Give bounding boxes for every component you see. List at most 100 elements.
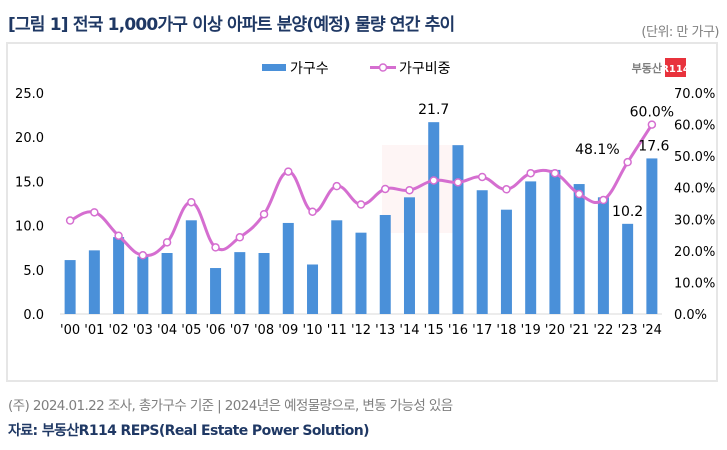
logo-badge-text: R114 <box>661 64 690 75</box>
right-tick-label: 60.0% <box>674 119 715 134</box>
bar <box>355 232 367 314</box>
share-marker <box>550 168 560 178</box>
left-tick-label: 10.0 <box>15 220 44 235</box>
logo: 부동산 R114 <box>632 58 690 77</box>
bar <box>210 268 222 314</box>
bar <box>161 253 173 314</box>
right-tick-label: 10.0% <box>674 276 715 291</box>
right-tick-label: 30.0% <box>674 213 715 228</box>
logo-text: 부동산 <box>632 61 662 75</box>
legend: 가구수 가구비중 <box>262 61 451 77</box>
bar <box>622 223 634 314</box>
x-tick-label: '02 <box>109 323 129 338</box>
right-tick-label: 40.0% <box>674 182 715 197</box>
bar <box>282 222 294 314</box>
data-label: 21.7 <box>418 102 449 118</box>
data-label: 17.6 <box>638 138 669 154</box>
x-tick-label: '23 <box>618 323 638 338</box>
chart-frame <box>6 42 718 382</box>
bar <box>403 197 415 314</box>
x-tick-label: '11 <box>327 323 347 338</box>
bar <box>64 260 76 314</box>
x-tick-label: '05 <box>181 323 201 338</box>
share-marker <box>162 238 172 247</box>
share-marker <box>502 185 511 194</box>
bars <box>64 122 658 314</box>
bar <box>88 250 100 314</box>
x-tick-label: '24 <box>642 323 662 338</box>
footnote: (주) 2024.01.22 조사, 총가구수 기준 | 2024년은 예정물량… <box>8 398 453 414</box>
left-tick-label: 15.0 <box>15 175 44 190</box>
chart: 부동산 R114 가구수 가구비중 0.0 5.0 10.0 15.0 20.0 25.0… <box>15 58 715 338</box>
bar <box>331 220 343 314</box>
x-tick-label: '03 <box>133 323 153 338</box>
share-marker <box>259 209 269 219</box>
share-marker <box>477 172 487 182</box>
bar <box>428 122 440 314</box>
left-tick-label: 25.0 <box>15 87 44 102</box>
x-tick-label: '01 <box>84 323 104 338</box>
right-tick-label: 20.0% <box>674 245 715 260</box>
bar <box>234 252 246 314</box>
share-marker <box>380 184 390 194</box>
share-marker <box>332 181 342 191</box>
right-tick-label: 0.0% <box>674 308 707 323</box>
share-marker <box>647 120 657 129</box>
bar <box>549 169 561 314</box>
logo-badge <box>665 58 686 77</box>
x-tick-label: '19 <box>521 323 541 338</box>
x-tick-label: '20 <box>545 323 565 338</box>
share-marker <box>599 195 608 205</box>
legend-label-households: 가구수 <box>290 61 329 77</box>
data-label: 10.2 <box>612 204 643 220</box>
x-tick-label: '09 <box>278 323 298 338</box>
share-marker <box>356 200 366 209</box>
bar <box>500 209 512 314</box>
data-labels: 21.7 10.2 17.6 48.1% 60.0% <box>418 102 674 220</box>
share-markers <box>65 120 657 260</box>
share-marker <box>526 168 535 178</box>
share-marker <box>574 189 584 199</box>
legend-label-share: 가구비중 <box>399 61 451 77</box>
x-tick-label: '12 <box>351 323 371 338</box>
share-marker <box>138 251 148 260</box>
unit-label: (단위: 만 가구) <box>641 25 719 40</box>
share-marker <box>211 243 220 252</box>
share-marker <box>65 216 75 225</box>
share-marker <box>284 167 293 176</box>
bar <box>307 264 319 314</box>
bar <box>525 181 537 314</box>
share-marker <box>187 197 196 207</box>
x-tick-label: '16 <box>448 323 468 338</box>
left-axis: 0.0 5.0 10.0 15.0 20.0 25.0 <box>15 87 44 323</box>
figure-title: [그림 1] 전국 1,000가구 이상 아파트 분양(예정) 물량 연간 추이 <box>8 15 455 35</box>
bar <box>573 184 585 314</box>
bar <box>452 145 464 314</box>
x-tick-label: '00 <box>60 323 80 338</box>
x-tick-label: '13 <box>375 323 395 338</box>
right-axis: 0.0% 10.0% 20.0% 30.0% 40.0% 50.0% 60.0% 70.0% <box>674 87 715 323</box>
left-tick-label: 5.0 <box>23 264 44 279</box>
x-tick-label: '14 <box>399 323 419 338</box>
share-marker <box>429 176 438 185</box>
bar <box>185 220 197 314</box>
x-tick-label: '22 <box>593 323 613 338</box>
legend-bar-swatch <box>262 64 286 71</box>
share-marker <box>114 231 123 240</box>
share-marker <box>453 178 463 187</box>
bar <box>476 190 488 314</box>
x-tick-label: '06 <box>205 323 225 338</box>
x-tick-label: '04 <box>157 323 177 338</box>
bar <box>597 197 609 314</box>
bar <box>379 214 391 314</box>
right-tick-label: 70.0% <box>674 87 715 102</box>
x-tick-label: '17 <box>472 323 492 338</box>
share-marker <box>90 208 99 217</box>
data-label: 48.1% <box>575 142 619 158</box>
left-tick-label: 0.0 <box>23 308 44 323</box>
bar <box>137 256 149 314</box>
x-tick-label: '08 <box>254 323 274 338</box>
bar <box>113 237 125 314</box>
share-marker <box>405 185 414 195</box>
x-tick-label: '10 <box>302 323 322 338</box>
